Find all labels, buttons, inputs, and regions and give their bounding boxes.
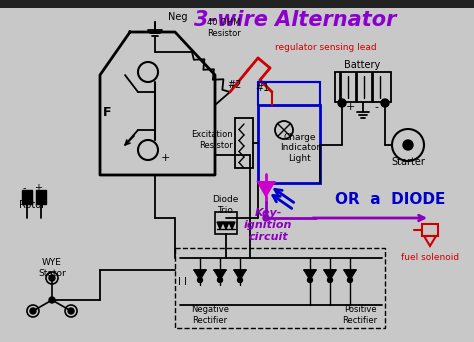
Circle shape bbox=[347, 277, 353, 282]
Text: Neg: Neg bbox=[168, 12, 188, 22]
Text: Starter: Starter bbox=[391, 157, 425, 167]
Text: OR  a  DIODE: OR a DIODE bbox=[335, 193, 445, 208]
Circle shape bbox=[198, 277, 202, 282]
Bar bbox=[422, 224, 438, 236]
Polygon shape bbox=[223, 222, 229, 229]
Text: 3-wire Alternator: 3-wire Alternator bbox=[194, 10, 396, 30]
Polygon shape bbox=[324, 270, 336, 280]
Polygon shape bbox=[217, 222, 223, 229]
Polygon shape bbox=[344, 270, 356, 280]
Bar bbox=[175, 248, 385, 328]
Bar bbox=[335, 72, 391, 102]
Text: Rotor: Rotor bbox=[19, 200, 45, 210]
Polygon shape bbox=[229, 222, 235, 229]
Text: +: + bbox=[346, 102, 355, 112]
Text: 40 OHM
Resistor: 40 OHM Resistor bbox=[207, 18, 241, 38]
Circle shape bbox=[328, 277, 332, 282]
Circle shape bbox=[49, 275, 55, 281]
Text: I I: I I bbox=[178, 277, 186, 287]
Circle shape bbox=[68, 308, 74, 314]
Circle shape bbox=[30, 308, 36, 314]
Polygon shape bbox=[234, 270, 246, 280]
Circle shape bbox=[403, 140, 413, 150]
Text: Charge
Indicator
Light: Charge Indicator Light bbox=[280, 133, 320, 163]
Text: regulator sensing lead: regulator sensing lead bbox=[275, 43, 377, 53]
Bar bbox=[258, 105, 320, 183]
Circle shape bbox=[218, 277, 222, 282]
Polygon shape bbox=[214, 270, 226, 280]
Bar bbox=[0, 0, 474, 8]
Polygon shape bbox=[304, 270, 316, 280]
Text: Key-
ignition
circuit: Key- ignition circuit bbox=[244, 208, 292, 241]
Text: -: - bbox=[22, 183, 26, 193]
Text: -: - bbox=[374, 102, 378, 112]
Circle shape bbox=[308, 277, 312, 282]
Text: Battery: Battery bbox=[344, 60, 380, 70]
Text: #2: #2 bbox=[227, 80, 241, 90]
Text: +: + bbox=[160, 153, 170, 163]
Text: Positive
Rectifier: Positive Rectifier bbox=[342, 305, 378, 325]
Text: F: F bbox=[103, 105, 111, 118]
Bar bbox=[235, 118, 253, 168]
Text: fuel solenoid: fuel solenoid bbox=[401, 253, 459, 263]
Text: +: + bbox=[34, 183, 42, 193]
Polygon shape bbox=[194, 270, 206, 280]
Text: #1: #1 bbox=[255, 83, 269, 93]
Bar bbox=[22, 190, 32, 204]
Bar bbox=[215, 212, 237, 234]
Circle shape bbox=[237, 277, 243, 282]
Text: Negative
Rectifier: Negative Rectifier bbox=[191, 305, 229, 325]
Circle shape bbox=[263, 215, 269, 221]
Text: Diode
Trio: Diode Trio bbox=[212, 195, 238, 215]
Circle shape bbox=[49, 297, 55, 303]
Text: WYE
Stator: WYE Stator bbox=[38, 258, 66, 278]
Circle shape bbox=[338, 99, 346, 107]
Bar bbox=[36, 190, 46, 204]
Polygon shape bbox=[258, 182, 274, 196]
Text: Excitation
Resistor: Excitation Resistor bbox=[191, 130, 233, 150]
Circle shape bbox=[381, 99, 389, 107]
